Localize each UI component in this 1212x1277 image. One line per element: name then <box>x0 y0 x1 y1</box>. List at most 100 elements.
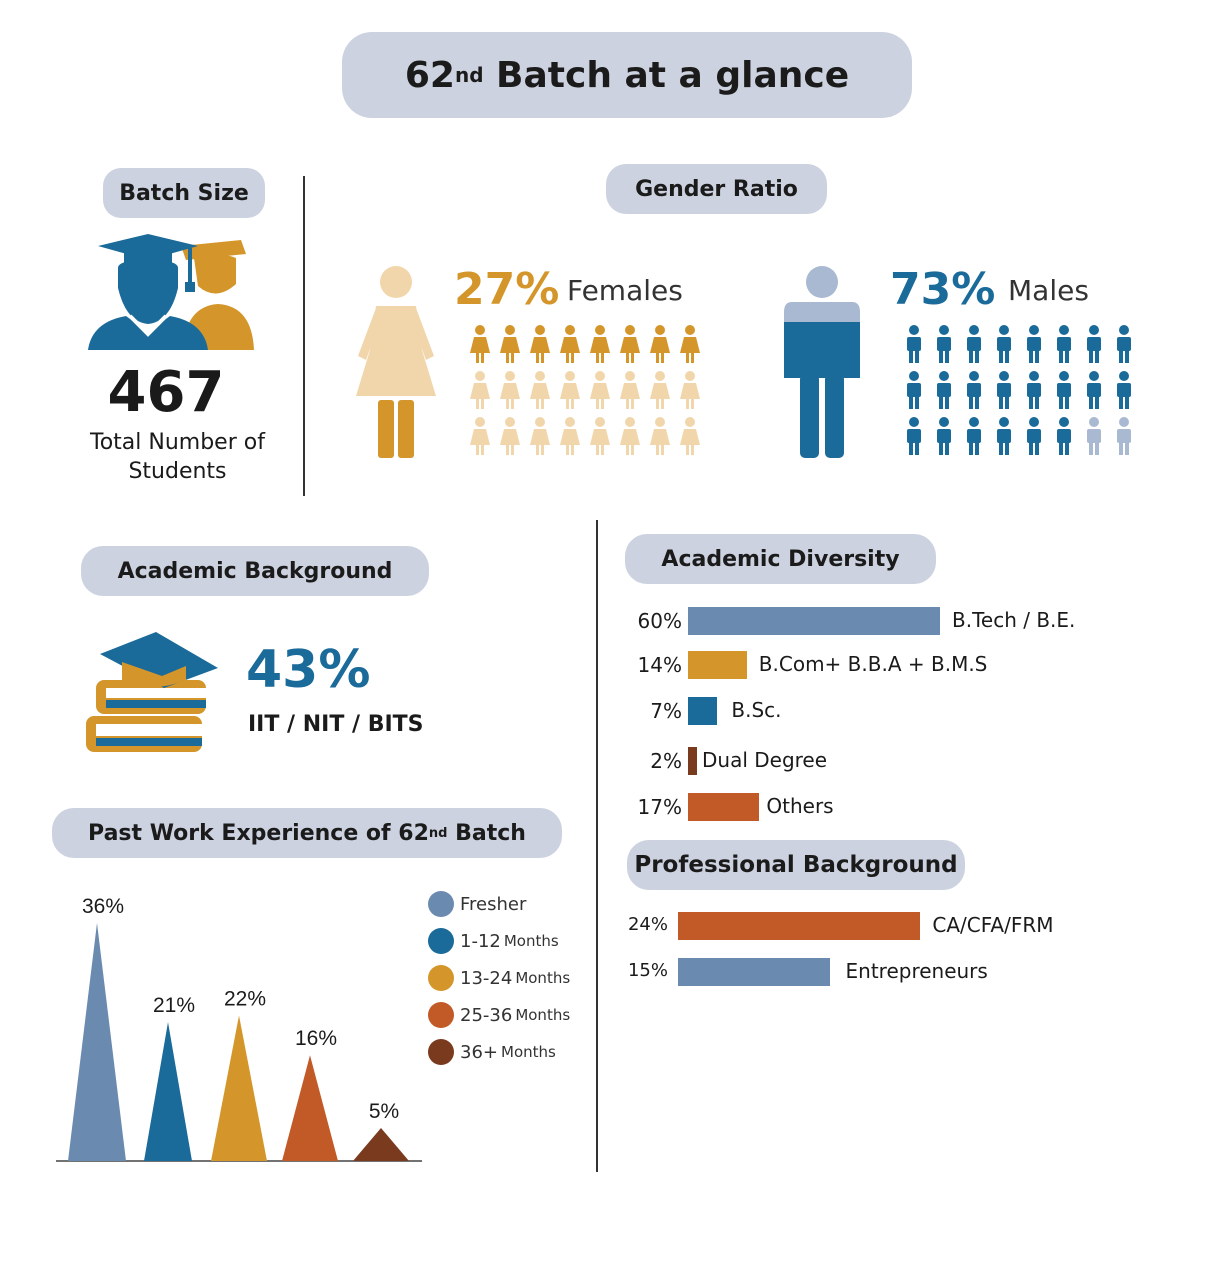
female-pct: 27% <box>454 264 560 315</box>
male-person-icon <box>1057 371 1071 409</box>
male-person-icon <box>1027 325 1041 363</box>
male-person-icon <box>1087 325 1101 363</box>
bar <box>688 747 697 775</box>
male-person-icon <box>1027 417 1041 455</box>
female-person-icon <box>650 371 670 409</box>
work-heading-main: Past Work Experience of 62 <box>88 820 429 846</box>
experience-bar <box>68 923 126 1161</box>
bar <box>688 607 940 635</box>
female-person-icon <box>530 417 550 455</box>
male-person-icon <box>907 371 921 409</box>
bar <box>688 793 760 821</box>
female-person-icon <box>680 417 700 455</box>
work-heading-sup: nd <box>428 825 448 841</box>
bar-category-label: B.Sc. <box>731 698 782 722</box>
legend-label: Fresher <box>460 893 527 915</box>
male-person-icon <box>967 325 981 363</box>
male-person-icon <box>997 325 1011 363</box>
experience-bar <box>211 1015 267 1161</box>
work-heading-rest: Batch <box>447 820 526 846</box>
work-experience-chart: 36% 21% 22% 16% 5% <box>56 895 422 1162</box>
academic-background-heading: Academic Background <box>81 546 429 596</box>
academic-diversity-heading: Academic Diversity <box>625 534 936 584</box>
male-person-icon <box>1057 417 1071 455</box>
legend-item: 13-24 Months <box>428 965 570 991</box>
female-person-icon <box>650 325 670 363</box>
bar-pct-label: 7% <box>650 699 682 723</box>
female-person-icon <box>590 417 610 455</box>
legend-swatch <box>428 1002 454 1028</box>
male-person-icon <box>1087 371 1101 409</box>
male-person-icon <box>1117 371 1131 409</box>
legend-label: 1-12 <box>460 930 501 952</box>
professional-background-heading: Professional Background <box>627 840 965 890</box>
experience-bar <box>144 1022 192 1161</box>
female-person-icon <box>590 371 610 409</box>
male-person-icon <box>937 417 951 455</box>
experience-bar <box>282 1055 338 1161</box>
male-person-icon <box>997 371 1011 409</box>
male-person-icon <box>1087 417 1101 455</box>
legend-label: 25-36 <box>460 1004 513 1026</box>
experience-bar <box>353 1127 409 1161</box>
legend-unit: Months <box>503 932 559 950</box>
female-person-icon <box>470 371 490 409</box>
female-label: Females <box>567 274 683 307</box>
male-person-icon <box>967 417 981 455</box>
legend-swatch <box>428 891 454 917</box>
divider-bottom <box>596 520 598 1172</box>
batch-size-caption-1: Total Number of <box>90 430 265 455</box>
female-person-icon <box>470 325 490 363</box>
bar-pct-label: 14% <box>637 653 682 677</box>
bar-category-label: CA/CFA/FRM <box>932 913 1054 937</box>
female-person-icon <box>620 417 640 455</box>
female-person-icon <box>500 371 520 409</box>
male-person-icon <box>907 417 921 455</box>
legend-item: 25-36 Months <box>428 1002 570 1028</box>
bar-category-label: B.Tech / B.E. <box>952 608 1076 632</box>
experience-bar-label: 16% <box>295 1027 337 1050</box>
experience-bar-label: 5% <box>369 1100 399 1123</box>
male-person-icon <box>997 417 1011 455</box>
male-pct: 73% <box>890 264 996 315</box>
legend-item: 1-12 Months <box>428 928 559 954</box>
academic-background-pct: 43% <box>246 640 371 700</box>
bar-category-label: Entrepreneurs <box>845 959 988 983</box>
male-label: Males <box>1008 274 1089 307</box>
title-sup: nd <box>454 63 484 87</box>
legend-item: 36+ Months <box>428 1039 556 1065</box>
batch-size-number: 467 <box>107 360 225 425</box>
female-person-icon <box>530 325 550 363</box>
female-person-icon <box>620 371 640 409</box>
male-person-icon <box>1117 325 1131 363</box>
female-person-icon <box>650 417 670 455</box>
academic-background-label: IIT / NIT / BITS <box>248 712 424 737</box>
experience-bar-label: 22% <box>224 988 266 1011</box>
bar <box>678 912 921 940</box>
female-person-icon <box>620 325 640 363</box>
male-figure-icon <box>784 266 860 458</box>
books-graduation-icon <box>86 632 218 752</box>
bar <box>688 651 747 679</box>
legend-swatch <box>428 1039 454 1065</box>
legend-item: Fresher <box>428 891 526 917</box>
female-person-icon <box>560 417 580 455</box>
legend-unit: Months <box>515 1006 571 1024</box>
bar-category-label: B.Com+ B.B.A + B.M.S <box>758 652 988 676</box>
male-person-icon <box>907 325 921 363</box>
female-person-icon <box>680 325 700 363</box>
title-rest: Batch at a glance <box>483 54 850 96</box>
bar-pct-label: 2% <box>650 749 682 773</box>
legend-unit: Months <box>501 1043 556 1061</box>
experience-bar-label: 21% <box>153 994 195 1017</box>
bar-pct-label: 24% <box>627 914 668 935</box>
female-person-icon <box>590 325 610 363</box>
legend-label: 36+ <box>460 1041 498 1063</box>
bar <box>678 958 830 986</box>
bar-pct-label: 17% <box>637 795 682 819</box>
bar-pct-label: 15% <box>627 960 668 981</box>
legend-swatch <box>428 928 454 954</box>
divider-top <box>303 176 305 496</box>
